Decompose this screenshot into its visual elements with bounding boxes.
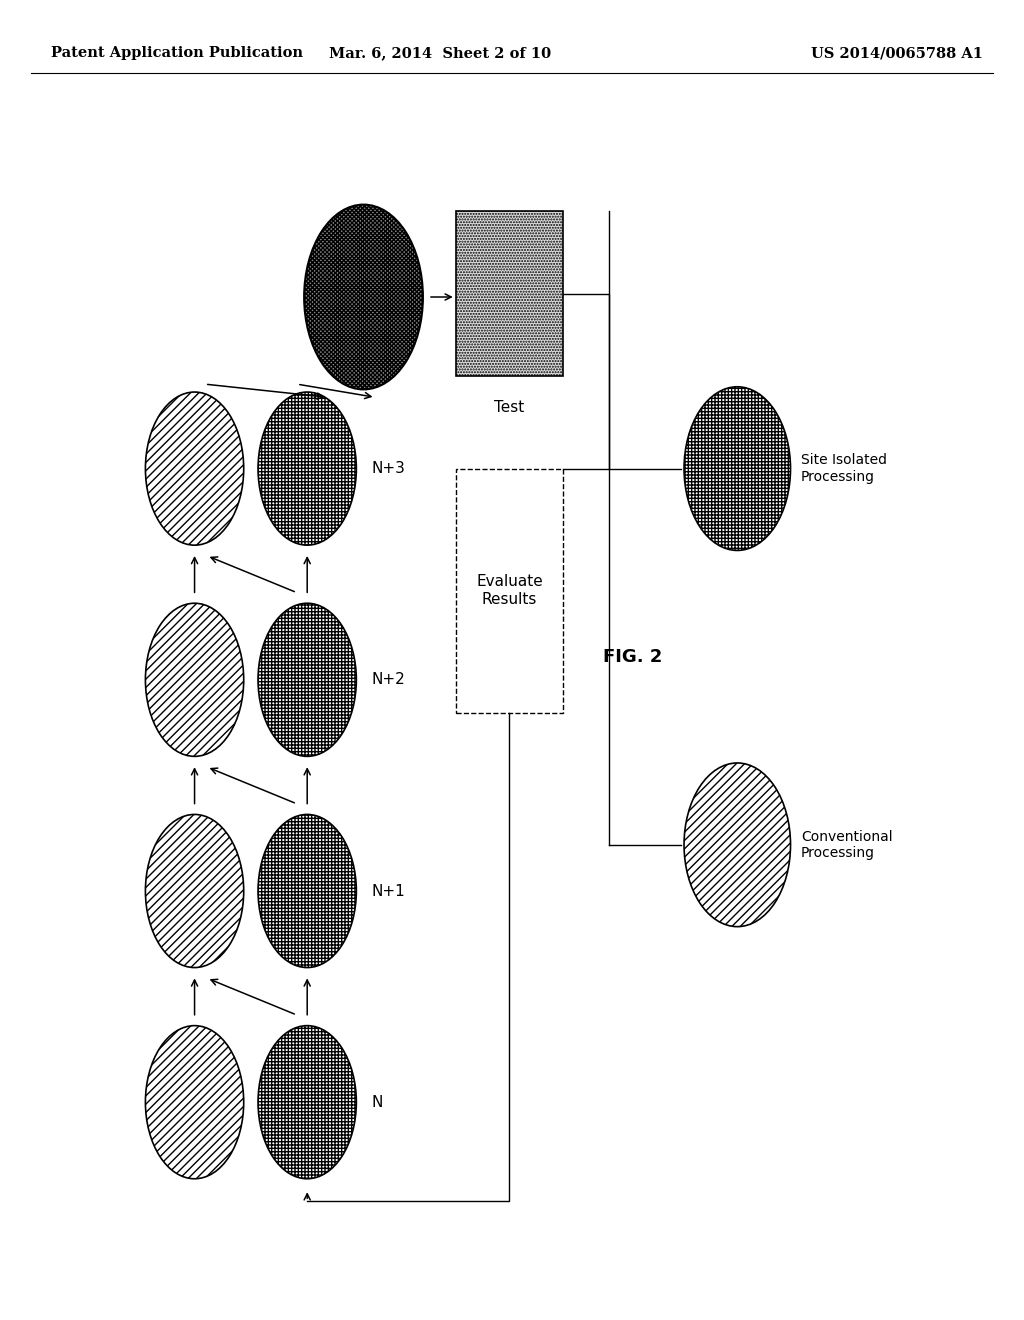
Ellipse shape [684,387,791,550]
Ellipse shape [258,603,356,756]
Text: FIG. 2: FIG. 2 [603,648,662,665]
Ellipse shape [145,1026,244,1179]
Ellipse shape [258,1026,356,1179]
Text: N+3: N+3 [372,461,406,477]
Bar [456,469,563,713]
Ellipse shape [304,205,423,389]
Text: N: N [372,1094,383,1110]
Text: Conventional
Processing: Conventional Processing [801,830,892,859]
Ellipse shape [145,392,244,545]
Ellipse shape [258,814,356,968]
Ellipse shape [145,603,244,756]
Text: US 2014/0065788 A1: US 2014/0065788 A1 [811,46,983,61]
Text: Mar. 6, 2014  Sheet 2 of 10: Mar. 6, 2014 Sheet 2 of 10 [330,46,551,61]
Bar [456,211,563,376]
Text: N+1: N+1 [372,883,406,899]
Text: Test: Test [495,400,524,414]
Text: Evaluate
Results: Evaluate Results [476,574,543,607]
Text: Site Isolated
Processing: Site Isolated Processing [801,454,887,483]
Text: N+2: N+2 [372,672,406,688]
Ellipse shape [258,392,356,545]
Ellipse shape [145,814,244,968]
Text: Patent Application Publication: Patent Application Publication [51,46,303,61]
Ellipse shape [684,763,791,927]
